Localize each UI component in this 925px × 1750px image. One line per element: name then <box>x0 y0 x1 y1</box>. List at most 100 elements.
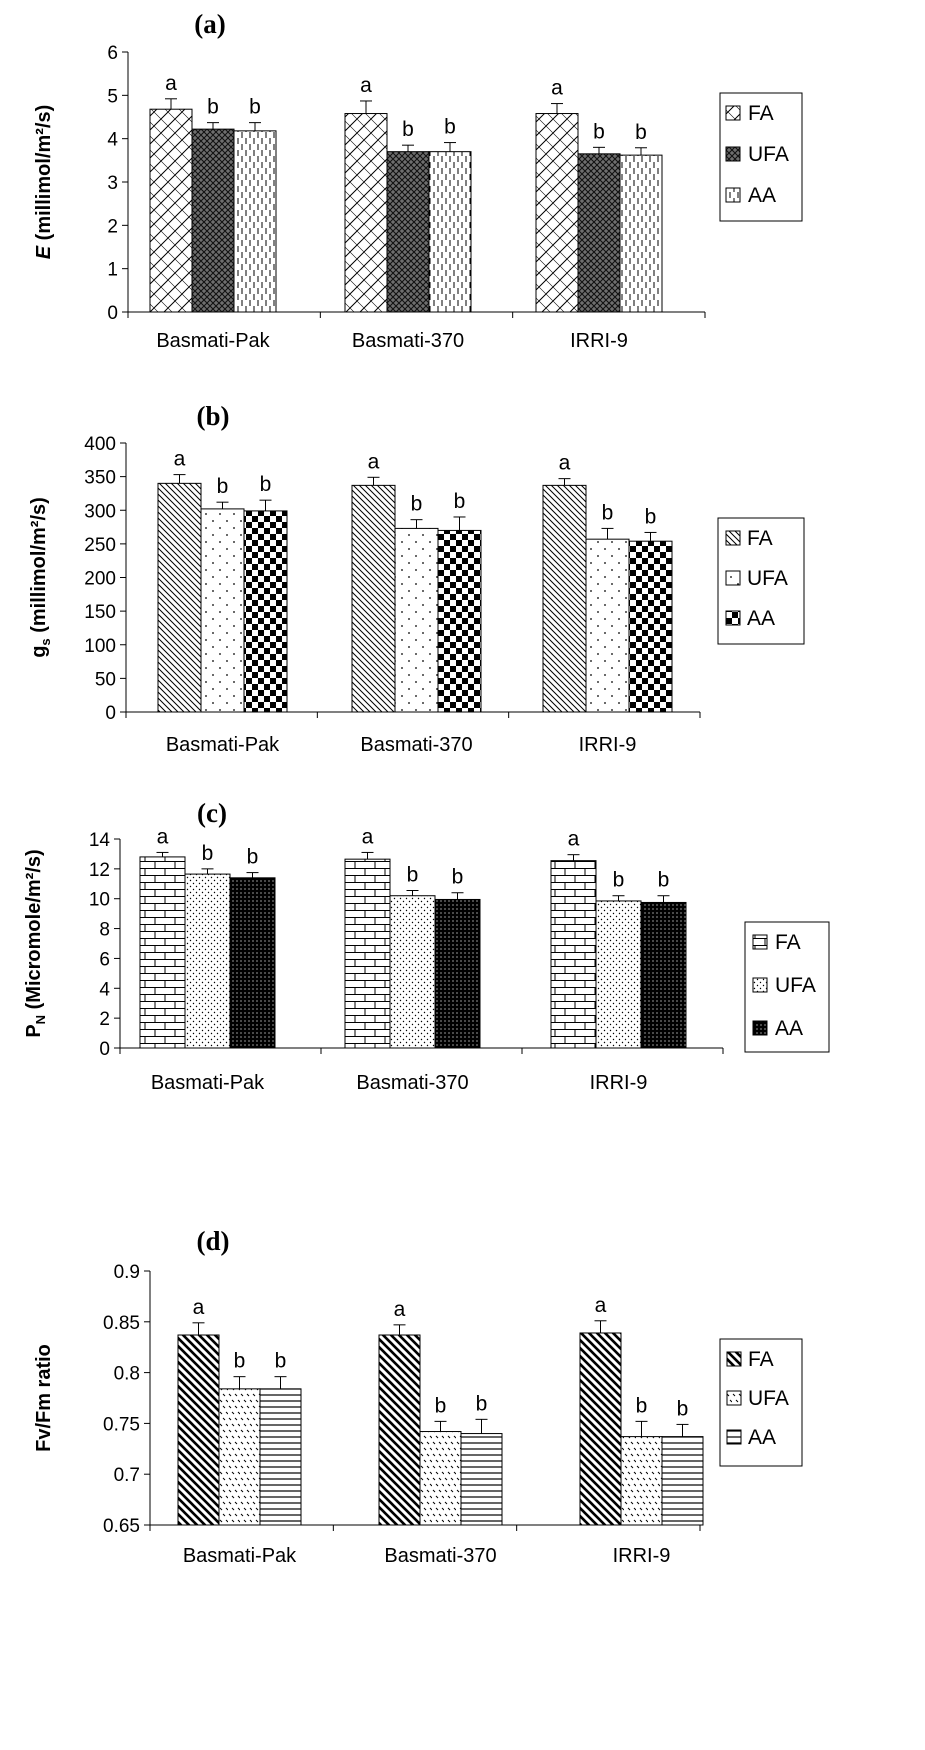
bar-fa <box>344 113 388 313</box>
significance-letter: b <box>452 866 464 889</box>
significance-letter: b <box>234 1350 246 1373</box>
significance-letter: b <box>402 118 414 141</box>
y-tick-label: 4 <box>107 130 118 151</box>
category-label: Basmati-Pak <box>156 330 270 352</box>
bar-fa <box>579 1332 622 1526</box>
chart-panel-4: (d) 0.65 0.7 0.75 0.8 0.85 0.9 a a a b b b b b b Basmati… <box>33 1226 803 1567</box>
significance-letter: b <box>249 96 261 119</box>
bar-ufa <box>191 128 235 313</box>
y-tick-label: 150 <box>84 602 116 623</box>
significance-letter: b <box>476 1392 488 1415</box>
significance-letter: b <box>593 120 605 143</box>
legend-swatch <box>725 146 741 162</box>
legend-label: AA <box>775 1017 803 1040</box>
significance-letter: b <box>435 1394 447 1417</box>
bar-aa <box>428 151 472 313</box>
y-tick-label: 50 <box>95 669 116 690</box>
significance-letter: b <box>613 869 625 892</box>
bar-ufa <box>184 873 231 1049</box>
panel-label: (b) <box>197 401 230 431</box>
legend-label: FA <box>748 1348 774 1371</box>
chart-panel-3: (c) 0 2 4 6 8 10 12 14 a a a b b b b b b Basmati-Pak Basmat… <box>23 798 830 1094</box>
significance-letter: b <box>217 475 229 498</box>
significance-letter: b <box>454 490 466 513</box>
bar-fa <box>149 108 193 313</box>
legend-swatch <box>752 1020 768 1036</box>
legend-swatch <box>725 610 741 626</box>
bar-fa <box>157 482 202 713</box>
y-tick-label: 0.8 <box>114 1364 140 1385</box>
y-tick-label: 0 <box>107 303 118 324</box>
bar-ufa <box>394 527 439 713</box>
bar-aa <box>243 510 288 713</box>
chart-panel-2: (b) 0 50 100 150 200 250 300 350 400 a a a b b b b b b Basm… <box>28 401 805 756</box>
category-label: IRRI-9 <box>570 330 628 352</box>
y-tick-label: 300 <box>84 501 116 522</box>
significance-letter: a <box>595 1294 607 1317</box>
legend-label: UFA <box>748 143 789 166</box>
y-tick-label: 3 <box>107 173 118 194</box>
bar-ufa <box>386 151 430 313</box>
legend-label: UFA <box>747 567 788 590</box>
y-tick-label: 350 <box>84 468 116 489</box>
significance-letter: b <box>275 1350 287 1373</box>
y-tick-label: 12 <box>89 860 110 881</box>
legend-label: AA <box>748 1426 776 1449</box>
legend-swatch <box>725 530 741 546</box>
bar-ufa <box>200 508 245 713</box>
significance-letter: b <box>407 864 419 887</box>
significance-letter: a <box>551 77 563 100</box>
legend-swatch <box>752 934 768 950</box>
significance-letter: b <box>677 1397 689 1420</box>
bar-aa <box>434 898 481 1049</box>
y-tick-label: 0 <box>105 703 116 724</box>
y-tick-label: 5 <box>107 86 118 107</box>
y-tick-label: 2 <box>99 1009 110 1030</box>
significance-letter: a <box>394 1298 406 1321</box>
bar-ufa <box>585 538 630 713</box>
category-label: Basmati-370 <box>356 1072 468 1094</box>
y-tick-label: 0.65 <box>103 1516 140 1537</box>
legend: FA UFA AA <box>719 92 803 222</box>
y-tick-label: 6 <box>99 949 110 970</box>
chart-panel-1: (a) 0 1 2 3 4 5 6 a a a b b b b b b Basmati-Pak Basmati-37… <box>33 9 803 352</box>
y-tick-label: 2 <box>107 216 118 237</box>
bar-aa <box>259 1388 302 1526</box>
significance-letter: a <box>368 450 380 473</box>
bar-ufa <box>595 900 642 1049</box>
bar-aa <box>619 154 663 313</box>
bar-aa <box>628 540 673 713</box>
category-label: IRRI-9 <box>590 1072 648 1094</box>
y-tick-label: 0.85 <box>103 1313 140 1334</box>
panel-label: (c) <box>197 798 227 828</box>
y-axis-label: PN (Micromole/m²/s) <box>23 849 48 1037</box>
category-label: Basmati-370 <box>352 330 464 352</box>
significance-letter: a <box>157 825 169 848</box>
y-tick-label: 6 <box>107 43 118 64</box>
significance-letter: a <box>362 825 374 848</box>
significance-letter: b <box>202 842 214 865</box>
y-tick-label: 0.7 <box>114 1465 140 1486</box>
bar-fa <box>535 113 579 313</box>
significance-letter: b <box>260 473 272 496</box>
legend-label: UFA <box>775 974 816 997</box>
bar-fa <box>542 484 587 713</box>
y-axis-label: Fv/Fm ratio <box>33 1344 55 1452</box>
bar-aa <box>460 1433 503 1526</box>
bar-ufa <box>218 1388 261 1526</box>
panel-label: (d) <box>197 1226 230 1256</box>
bar-fa <box>378 1334 421 1526</box>
legend-label: FA <box>775 931 801 954</box>
legend-swatch <box>726 1390 742 1406</box>
y-tick-label: 14 <box>89 830 111 851</box>
y-tick-label: 200 <box>84 569 116 590</box>
bar-fa <box>344 858 391 1049</box>
bar-aa <box>233 130 277 313</box>
y-tick-label: 400 <box>84 434 116 455</box>
significance-letter: a <box>174 448 186 471</box>
category-label: IRRI-9 <box>613 1545 671 1567</box>
significance-letter: b <box>635 121 647 144</box>
legend-swatch <box>752 977 768 993</box>
significance-letter: b <box>444 116 456 139</box>
bar-ufa <box>577 153 621 313</box>
